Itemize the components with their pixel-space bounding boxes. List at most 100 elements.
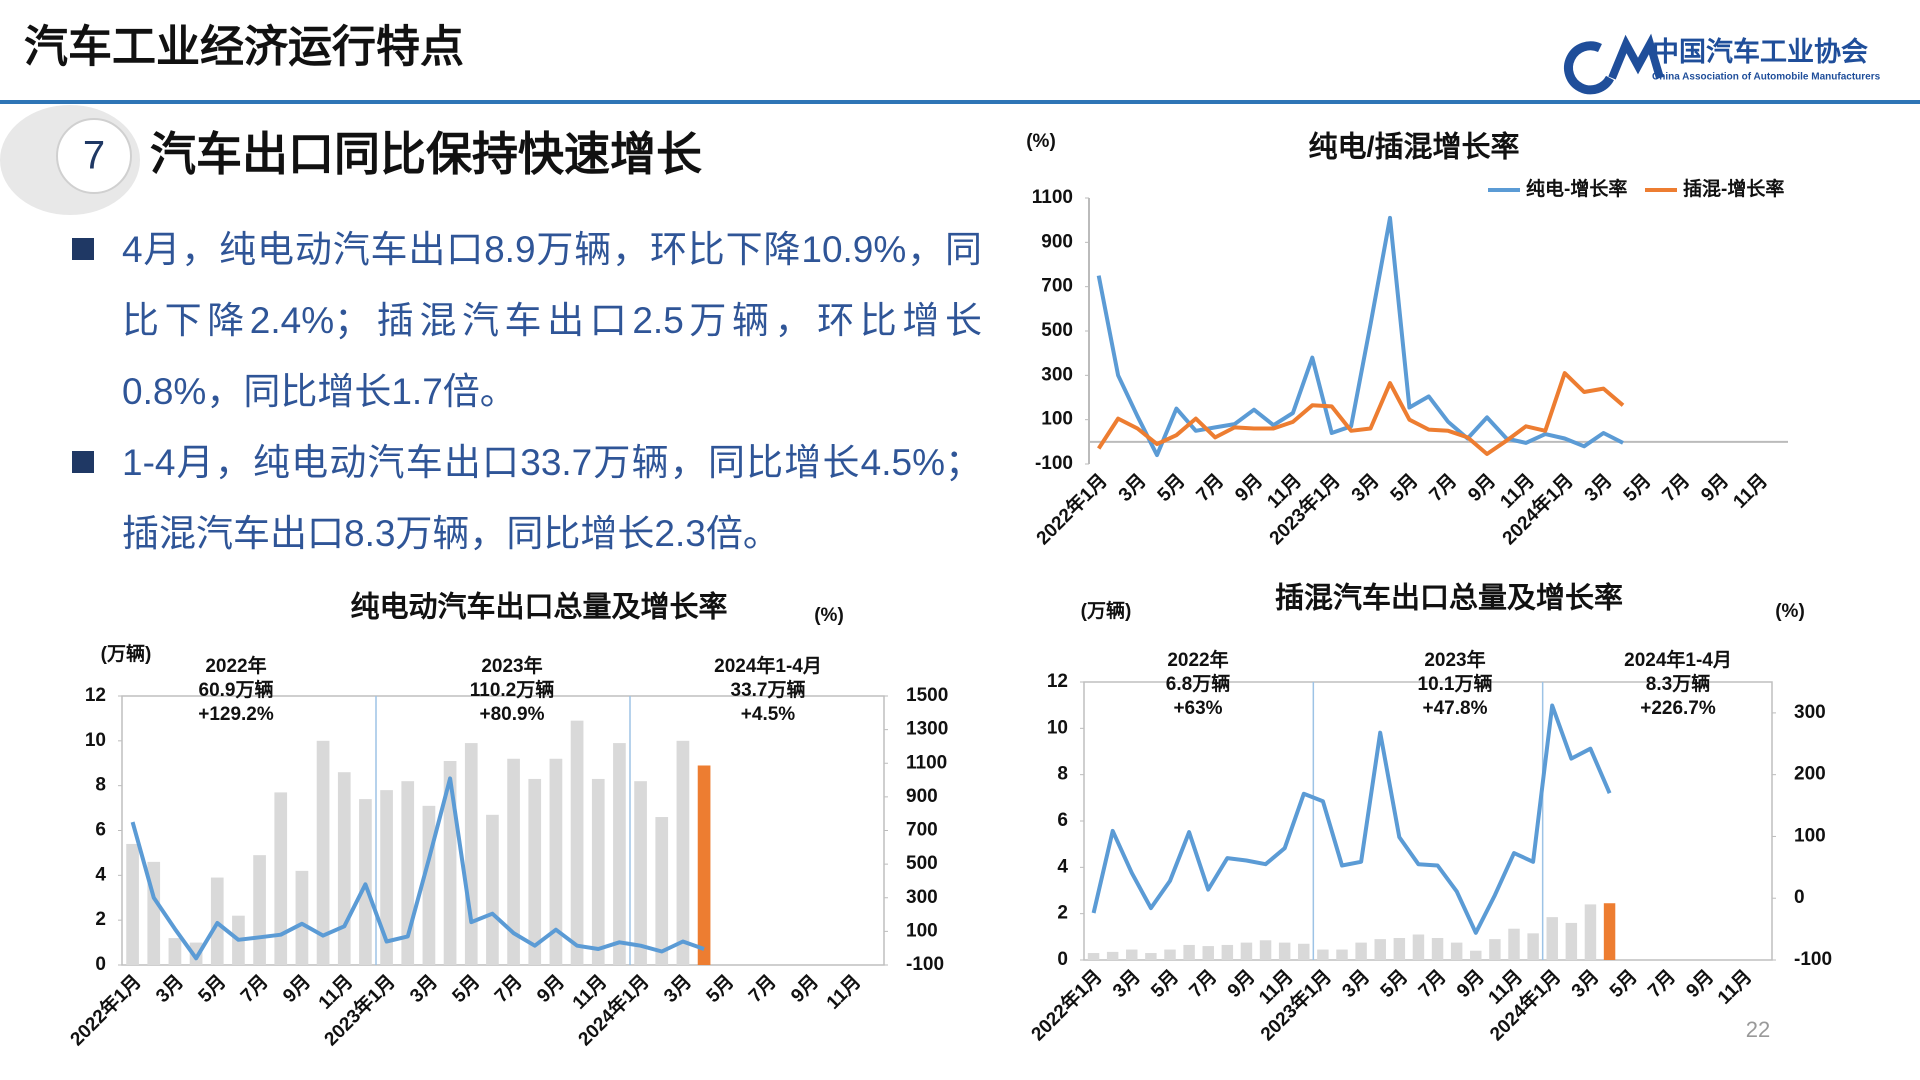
- x-tick-label: 2022年1月: [65, 970, 145, 1050]
- y-tick-label: 2: [1057, 903, 1068, 924]
- annotation: 10.1万辆: [1418, 672, 1493, 695]
- y2-axis-label: (%): [1775, 601, 1805, 622]
- bar: [697, 765, 711, 965]
- bar: [1145, 953, 1157, 960]
- y-tick-label: 6: [1057, 810, 1068, 831]
- annotation: 2024年1-4月: [1624, 648, 1732, 671]
- x-tick-label: 9月: [1224, 966, 1260, 1002]
- x-tick-label: 9月: [1697, 470, 1733, 506]
- bar: [655, 817, 669, 965]
- x-tick-label: 7月: [1659, 470, 1695, 506]
- y2-tick-label: 1500: [906, 685, 948, 706]
- x-tick-label: 7月: [1426, 470, 1462, 506]
- y-axis-label: (万辆): [1081, 599, 1132, 622]
- y-tick-label: 4: [1057, 856, 1068, 877]
- bar: [189, 942, 203, 965]
- y-tick-label: 8: [95, 775, 106, 796]
- logo-mark: [1564, 41, 1614, 95]
- x-tick-label: 5月: [195, 971, 231, 1007]
- y-tick-label: 10: [85, 730, 106, 751]
- bar: [591, 778, 605, 965]
- x-tick-label: 5月: [1606, 966, 1642, 1002]
- y-tick-label: 6: [95, 820, 106, 841]
- y2-tick-label: 700: [906, 820, 938, 841]
- annotation: 2024年1-4月: [714, 654, 822, 677]
- annotation: 33.7万辆: [731, 678, 806, 701]
- x-tick-label: 7月: [1415, 966, 1451, 1002]
- y-tick-label: 12: [85, 685, 106, 706]
- y-tick-label: 10: [1047, 717, 1068, 738]
- x-tick-label: 5月: [1147, 966, 1183, 1002]
- bar: [1355, 942, 1367, 960]
- x-tick-label: 7月: [1186, 966, 1222, 1002]
- bar: [337, 772, 351, 965]
- x-tick-label: 2022年1月: [1031, 469, 1111, 549]
- y2-tick-label: 1100: [906, 752, 947, 773]
- bar: [422, 805, 436, 965]
- y-tick-label: -100: [1035, 453, 1073, 474]
- header-rule: [0, 100, 1920, 104]
- annotation: 110.2万辆: [470, 678, 555, 701]
- x-tick-label: 7月: [1193, 470, 1229, 506]
- x-tick-label: 9月: [1464, 470, 1500, 506]
- x-tick-label: 9月: [1231, 470, 1267, 506]
- y-tick-label: 300: [1041, 364, 1073, 385]
- x-tick-label: 11月: [823, 971, 865, 1013]
- x-tick-label: 11月: [1714, 966, 1756, 1008]
- bar: [528, 778, 542, 965]
- bar: [1202, 946, 1214, 960]
- x-tick-label: 3月: [660, 971, 696, 1007]
- y2-tick-label: 0: [1794, 887, 1805, 908]
- y-tick-label: 4: [95, 864, 106, 885]
- x-tick-label: 9月: [533, 971, 569, 1007]
- y-tick-label: 100: [1041, 409, 1073, 430]
- annotation: 2023年: [481, 654, 542, 677]
- bar: [1317, 949, 1329, 960]
- annotation: +47.8%: [1423, 698, 1488, 719]
- y-axis-label: (万辆): [101, 642, 152, 665]
- y2-tick-label: -100: [1794, 949, 1832, 970]
- x-tick-label: 5月: [1620, 470, 1656, 506]
- annotation: 2022年: [1167, 648, 1228, 671]
- x-tick-label: 3月: [1115, 470, 1151, 506]
- x-tick-label: 5月: [1154, 470, 1190, 506]
- annotation: +80.9%: [480, 704, 545, 725]
- y2-axis-label: (%): [814, 605, 844, 626]
- annotation: 8.3万辆: [1646, 672, 1710, 695]
- bar: [1278, 942, 1291, 960]
- x-tick-label: 5月: [1377, 966, 1413, 1002]
- bar: [676, 740, 690, 965]
- y2-tick-label: 200: [1794, 764, 1826, 785]
- bar: [1565, 922, 1578, 960]
- x-tick-label: 11月: [1729, 470, 1771, 512]
- y-tick-label: 12: [1047, 671, 1068, 692]
- x-tick-label: 5月: [703, 971, 739, 1007]
- bar: [1431, 937, 1444, 960]
- y-tick-label: 1100: [1032, 187, 1073, 208]
- y-tick-label: 0: [95, 954, 106, 975]
- x-tick-label: 3月: [406, 971, 442, 1007]
- bar: [1470, 950, 1482, 960]
- bar: [1240, 942, 1253, 960]
- y-axis-label: (%): [1026, 131, 1056, 152]
- annotation: 2022年: [205, 654, 266, 677]
- bar: [486, 814, 499, 965]
- bar: [1508, 928, 1520, 960]
- bar: [1412, 934, 1425, 960]
- annotation: +226.7%: [1640, 698, 1716, 719]
- x-tick-label: 9月: [1453, 966, 1489, 1002]
- bar: [1106, 951, 1119, 960]
- bar: [316, 740, 330, 965]
- number-circle: [56, 118, 132, 194]
- x-tick-label: 9月: [279, 971, 315, 1007]
- bar: [1183, 944, 1195, 960]
- x-tick-label: 7月: [1644, 966, 1680, 1002]
- x-tick-label: 3月: [152, 971, 188, 1007]
- bar: [1298, 943, 1310, 960]
- bar: [126, 843, 139, 965]
- bar: [464, 743, 478, 965]
- x-tick-label: 7月: [491, 971, 527, 1007]
- bar: [274, 792, 288, 965]
- bar: [1450, 942, 1463, 960]
